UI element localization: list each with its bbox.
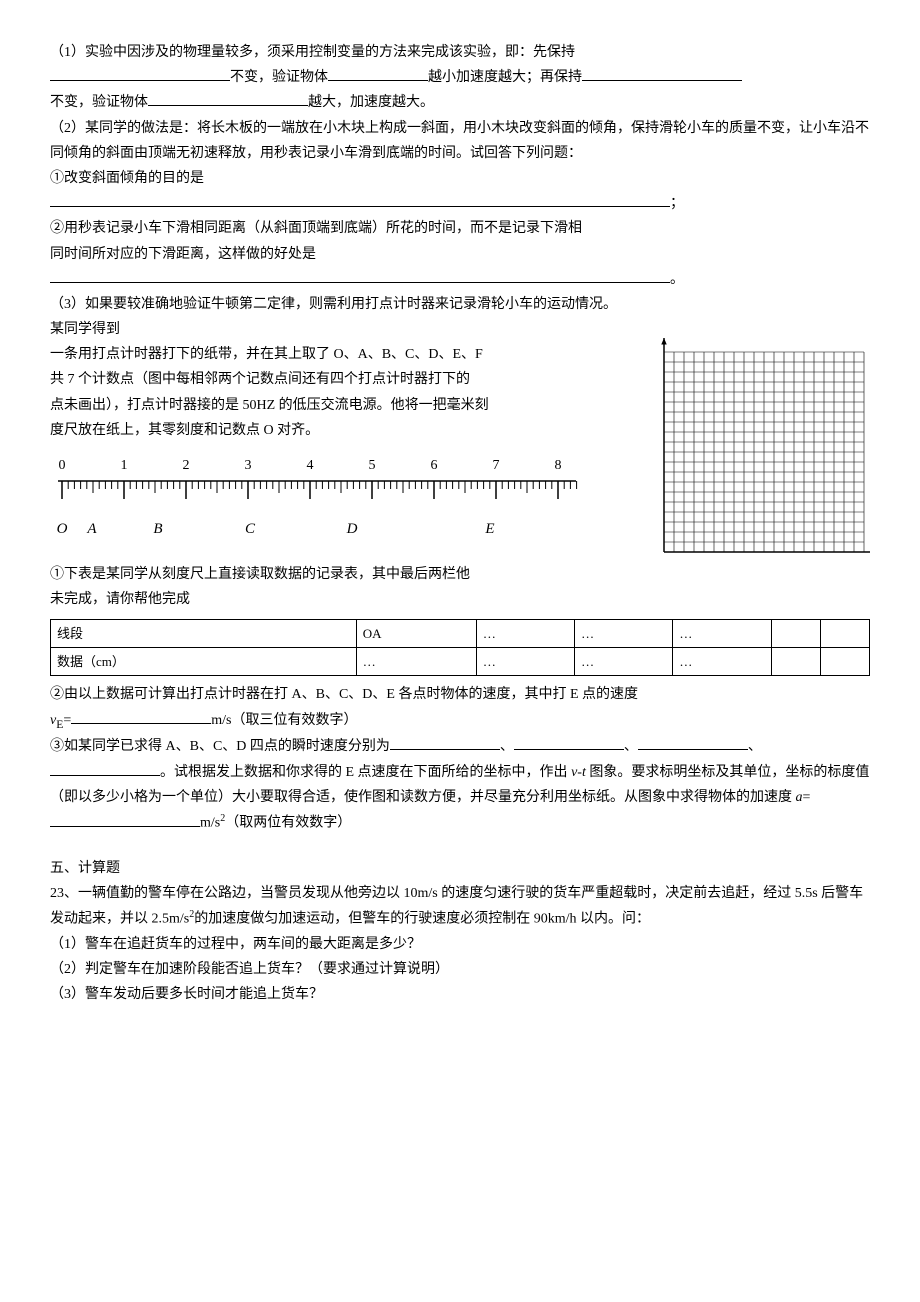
q1-line2: 不变，验证物体 越小加速度越大；再保持	[50, 65, 870, 90]
table-cell: …	[356, 647, 476, 675]
svg-text:D: D	[346, 521, 358, 537]
table-cell: …	[476, 619, 574, 647]
blank-field[interactable]	[582, 66, 742, 81]
q3-l2: 一条用打点计时器打下的纸带，并在其上取了 O、A、B、C、D、E、F	[50, 342, 620, 367]
q23-s2: （2）判定警车在加速阶段能否追上货车？（要求通过计算说明）	[50, 957, 870, 982]
ruler-diagram: 0 1 2 3 4 5 6 7 8 O A B C D E	[50, 453, 620, 552]
table-cell: 线段	[51, 619, 357, 647]
text: 不变，验证物体	[230, 70, 328, 85]
svg-text:1: 1	[121, 458, 128, 473]
text: 越小加速度越大；再保持	[428, 70, 582, 85]
svg-text:C: C	[245, 521, 256, 537]
q3-l3: 共 7 个计数点（图中每相邻两个记数点间还有四个打点计时器打下的	[50, 367, 620, 392]
svg-text:E: E	[484, 521, 494, 537]
blank-field[interactable]	[328, 66, 428, 81]
table-cell: …	[476, 647, 574, 675]
table-cell[interactable]	[820, 647, 869, 675]
q3-1a: ①下表是某同学从刻度尺上直接读取数据的记录表，其中最后两栏他	[50, 562, 620, 587]
unit: m/s（取三位有效数字）	[211, 713, 357, 728]
q23-s1: （1）警车在追赶货车的过程中，两车间的最大距离是多少？	[50, 932, 870, 957]
q3-2: ②由以上数据可计算出打点计时器在打 A、B、C、D、E 各点时物体的速度，其中打…	[50, 682, 870, 734]
text: 越大，加速度越大。	[308, 95, 434, 110]
text: 。试根据发上数据和你求得的 E 点速度在下面所给的坐标中，作出	[160, 765, 571, 780]
text: （取两位有效数字）	[225, 816, 351, 831]
q3-l1: （3）如果要较准确地验证牛顿第二定律，则需利用打点计时器来记录滑轮小车的运动情况…	[50, 292, 620, 342]
var-a: a	[796, 790, 803, 805]
q2-sub2b: 同时间所对应的下滑距离，这样做的好处是	[50, 242, 870, 267]
grid-chart	[650, 292, 870, 581]
blank-field[interactable]	[514, 735, 624, 750]
blank-field[interactable]	[50, 761, 160, 776]
blank-field[interactable]	[50, 268, 670, 283]
q2-intro: （2）某同学的做法是：将长木板的一端放在小木块上构成一斜面，用小木块改变斜面的倾…	[50, 116, 870, 166]
eq: =	[803, 790, 811, 805]
question-2: （2）某同学的做法是：将长木板的一端放在小木块上构成一斜面，用小木块改变斜面的倾…	[50, 116, 870, 292]
q3-2a: ②由以上数据可计算出打点计时器在打 A、B、C、D、E 各点时物体的速度，其中打…	[50, 682, 870, 707]
table-cell[interactable]	[771, 647, 820, 675]
svg-text:6: 6	[431, 458, 438, 473]
eq: =	[63, 713, 71, 728]
q1-line1: （1）实验中因涉及的物理量较多，须采用控制变量的方法来完成该实验，即：先保持	[50, 40, 870, 65]
svg-text:O: O	[57, 521, 68, 537]
svg-text:2: 2	[183, 458, 190, 473]
blank-field[interactable]	[390, 735, 500, 750]
q2-sub1: ①改变斜面倾角的目的是	[50, 166, 870, 191]
section-5-title: 五、计算题	[50, 856, 870, 881]
svg-text:8: 8	[555, 458, 562, 473]
table-cell: …	[673, 619, 771, 647]
blank-field[interactable]	[50, 812, 200, 827]
q23-s3: （3）警车发动后要多长时间才能追上货车？	[50, 982, 870, 1007]
q3-1b: 未完成，请你帮他完成	[50, 587, 620, 612]
data-table: 线段 OA … … … 数据（cm） … … … …	[50, 619, 870, 677]
blank-field[interactable]	[71, 709, 211, 724]
svg-text:3: 3	[245, 458, 252, 473]
question-23: 23、一辆值勤的警车停在公路边，当警员发现从他旁边以 10m/s 的速度匀速行驶…	[50, 881, 870, 1008]
table-cell[interactable]	[771, 619, 820, 647]
q3-3: ③如某同学已求得 A、B、C、D 四点的瞬时速度分别为、、、。试根据发上数据和你…	[50, 734, 870, 835]
q2-sub2-blank: 。	[50, 267, 870, 292]
blank-field[interactable]	[50, 66, 230, 81]
table-cell[interactable]	[820, 619, 869, 647]
table-cell: …	[575, 647, 673, 675]
table-row: 线段 OA … … …	[51, 619, 870, 647]
q3-l4: 点未画出），打点计时器接的是 50HZ 的低压交流电源。他将一把毫米刻	[50, 393, 620, 418]
svg-text:A: A	[86, 521, 97, 537]
table-cell: 数据（cm）	[51, 647, 357, 675]
blank-field[interactable]	[638, 735, 748, 750]
vt: v-t	[571, 765, 586, 780]
q1-line3: 不变，验证物体 越大，加速度越大。	[50, 90, 870, 115]
q2-sub2a: ②用秒表记录小车下滑相同距离（从斜面顶端到底端）所花的时间，而不是记录下滑相	[50, 216, 870, 241]
text: 的加速度做匀加速运动，但警车的行驶速度必须控制在 90km/h 以内。问：	[194, 912, 650, 927]
table-cell: …	[673, 647, 771, 675]
svg-text:7: 7	[493, 458, 500, 473]
svg-text:4: 4	[307, 458, 314, 473]
svg-text:B: B	[153, 521, 162, 537]
table-cell: OA	[356, 619, 476, 647]
grid-svg	[650, 292, 870, 572]
q2-sub1-blank: ；	[50, 191, 870, 216]
svg-text:5: 5	[369, 458, 376, 473]
table-cell: …	[575, 619, 673, 647]
unit: m/s	[200, 816, 220, 831]
table-row: 数据（cm） … … … …	[51, 647, 870, 675]
q3-l5: 度尺放在纸上，其零刻度和记数点 O 对齐。	[50, 418, 620, 443]
question-3-block: （3）如果要较准确地验证牛顿第二定律，则需利用打点计时器来记录滑轮小车的运动情况…	[50, 292, 870, 613]
ruler-svg: 0 1 2 3 4 5 6 7 8 O A B C D E	[50, 453, 610, 543]
text: 不变，验证物体	[50, 95, 148, 110]
svg-text:0: 0	[59, 458, 66, 473]
text: ③如某同学已求得 A、B、C、D 四点的瞬时速度分别为	[50, 739, 390, 754]
question-1: （1）实验中因涉及的物理量较多，须采用控制变量的方法来完成该实验，即：先保持 不…	[50, 40, 870, 116]
blank-field[interactable]	[50, 192, 670, 207]
blank-field[interactable]	[148, 91, 308, 106]
q3-2b: vE=m/s（取三位有效数字）	[50, 708, 870, 735]
